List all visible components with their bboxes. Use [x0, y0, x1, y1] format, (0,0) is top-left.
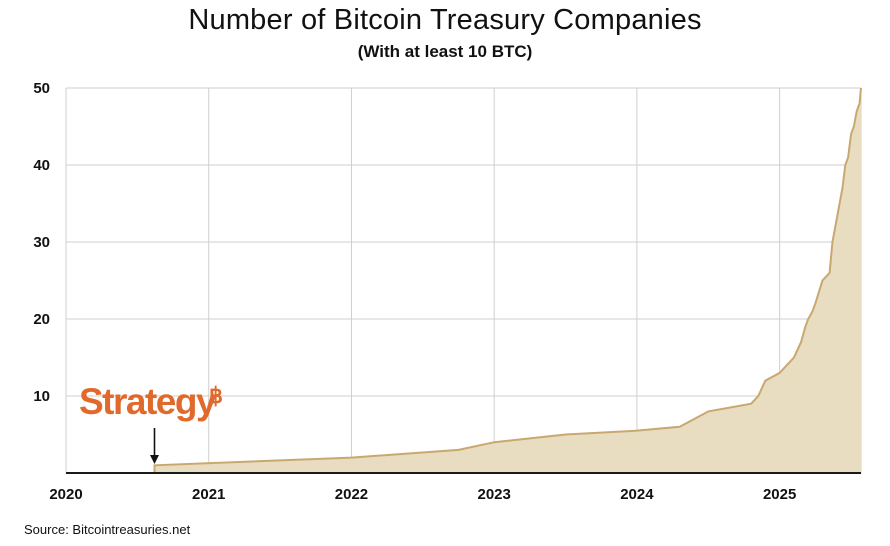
x-tick-label-2022: 2022 — [335, 486, 368, 503]
x-tick-label-2024: 2024 — [620, 486, 654, 503]
x-tick-label-2025: 2025 — [763, 486, 796, 503]
strategy-logo-text: Strategy — [79, 381, 217, 422]
y-tick-label-10: 10 — [33, 388, 50, 405]
source-note: Source: Bitcointreasuries.net — [24, 522, 191, 537]
chart-subtitle: (With at least 10 BTC) — [357, 42, 533, 61]
y-tick-label-40: 40 — [33, 157, 50, 174]
y-tick-label-50: 50 — [33, 80, 50, 97]
chart-title: Number of Bitcoin Treasury Companies — [188, 4, 702, 36]
x-tick-label-2021: 2021 — [192, 486, 225, 503]
y-tick-label-30: 30 — [33, 234, 50, 251]
x-tick-label-2023: 2023 — [477, 486, 510, 503]
y-tick-label-20: 20 — [33, 311, 50, 328]
strategy-bitcoin-symbol: ฿ — [209, 383, 223, 408]
annotation-arrow-head — [149, 455, 159, 464]
x-tick-labels: 2020 2021 2022 2023 2024 2025 — [49, 486, 796, 503]
y-tick-labels: 10 20 30 40 50 — [33, 80, 50, 405]
area-fill — [66, 88, 861, 473]
series-line — [66, 87, 862, 474]
x-tick-label-2020: 2020 — [49, 486, 82, 503]
strategy-annotation: Strategy ฿ — [79, 381, 223, 464]
area-layer — [66, 87, 862, 474]
